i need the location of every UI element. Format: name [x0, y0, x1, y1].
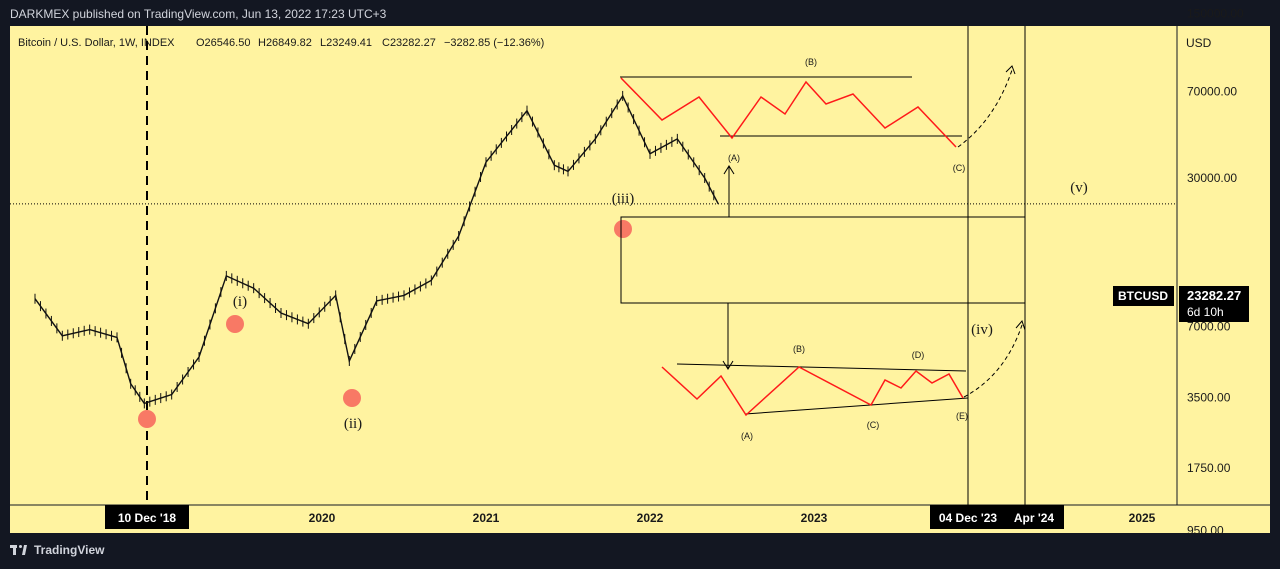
projection-arrow-head: [1005, 65, 1016, 75]
date-label-bg: [930, 505, 1006, 529]
price-label: 23282.27: [1187, 288, 1241, 303]
ohlc-value: C23282.27: [382, 37, 436, 49]
y-tick-label: 70000.00: [1187, 84, 1237, 98]
x-tick-label: 2020: [309, 511, 336, 525]
scenario-bottom-label: (D): [912, 350, 925, 360]
date-label: 10 Dec '18: [118, 511, 177, 525]
arrow-down-head: [722, 360, 734, 370]
scenario-bottom-label: (A): [741, 431, 753, 441]
chart-title: Bitcoin / U.S. Dollar, 1W, INDEX: [18, 37, 175, 49]
countdown-label: 6d 10h: [1187, 305, 1224, 319]
price-label-bg: [1179, 286, 1249, 322]
y-tick-label: 7000.00: [1187, 320, 1231, 334]
price-series: [34, 94, 719, 405]
projection-box: [620, 216, 1026, 304]
scenario-bottom-projection: [963, 324, 1023, 398]
y-axis-label: USD: [1186, 36, 1212, 50]
y-tick-label: 1750.00: [1187, 461, 1231, 475]
scenario-bottom-wave: [661, 366, 964, 417]
wave-label: (v): [1070, 180, 1088, 196]
scenario-top-label: (C): [953, 163, 966, 173]
x-tick-label: 2023: [801, 511, 828, 525]
triangle-upper: [676, 363, 967, 372]
date-label-bg: [1004, 505, 1064, 529]
y-tick-label: 950.00: [1187, 524, 1224, 538]
symbol-label-bg: [1113, 286, 1174, 306]
ohlc-value: O26546.50: [196, 37, 250, 49]
price-axis: [1177, 26, 1270, 505]
pivot-marker: [343, 389, 361, 407]
scenario-top-wave: [620, 77, 957, 148]
projection-arrow-head: [1015, 320, 1026, 331]
pivot-marker: [138, 410, 156, 428]
brand-name: TradingView: [34, 543, 105, 557]
scenario-bottom-label: (C): [867, 420, 880, 430]
y-tick-label: 3500.00: [1187, 390, 1231, 404]
symbol-label: BTCUSD: [1118, 289, 1168, 303]
wave-label: (iii): [612, 191, 635, 207]
scenario-bottom-label: (B): [793, 344, 805, 354]
tradingview-logo-icon: [10, 545, 28, 555]
scenario-bottom-label: (E): [956, 411, 968, 421]
ohlc-value: −3282.85 (−12.36%): [444, 37, 544, 49]
publisher-info: DARKMEX published on TradingView.com, Ju…: [10, 7, 387, 21]
triangle-lower: [744, 397, 969, 415]
y-tick-label: 150000.00: [1187, 7, 1244, 21]
x-tick-label: 2021: [473, 511, 500, 525]
scenario-top-label: (A): [728, 153, 740, 163]
ohlc-value: L23249.41: [320, 37, 372, 49]
x-tick-label: 2022: [637, 511, 664, 525]
y-tick-label: 30000.00: [1187, 171, 1237, 185]
scenario-top-label: (B): [805, 57, 817, 67]
plot-area: [10, 26, 1177, 505]
wave-label: (iv): [971, 322, 993, 338]
x-tick-label: 2025: [1129, 511, 1156, 525]
pivot-marker: [226, 315, 244, 333]
date-label-bg: [105, 505, 189, 529]
arrow-up-head: [723, 165, 735, 175]
date-label: 04 Dec '23: [939, 511, 998, 525]
ohlc-value: H26849.82: [258, 37, 312, 49]
pivot-marker: [614, 220, 632, 238]
date-label: Apr '24: [1014, 511, 1055, 525]
wave-label: (ii): [344, 416, 362, 432]
wave-label: (i): [233, 294, 247, 310]
tradingview-brand[interactable]: TradingView: [10, 543, 104, 557]
scenario-top-projection: [957, 69, 1013, 148]
